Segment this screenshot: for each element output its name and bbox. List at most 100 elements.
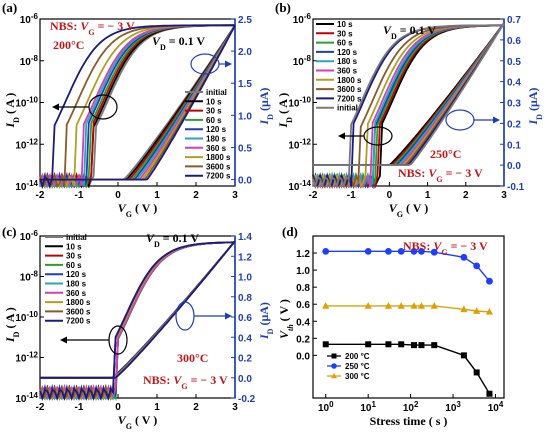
y-tick-label: 1.2 xyxy=(296,249,310,260)
series-lin-7200s xyxy=(40,24,236,181)
y-axis-label: ID ( A ) xyxy=(276,93,294,129)
left-arrow-head xyxy=(338,132,345,140)
y2-tick-label: 0.6 xyxy=(238,313,252,324)
data-point-300C xyxy=(384,302,393,309)
left-arrow-head xyxy=(52,103,59,111)
x-tick-label: -1 xyxy=(75,190,84,201)
legend-label: 7200 s xyxy=(66,317,91,326)
legend-label: 120 s xyxy=(337,48,358,57)
data-point-300C xyxy=(430,302,438,309)
temperature-label: 250°C xyxy=(430,147,461,161)
data-point-200C xyxy=(410,342,417,349)
legend-label: 120 s xyxy=(66,270,87,279)
y-tick-label: 10-8 xyxy=(20,53,39,68)
panel-label: (d) xyxy=(282,224,298,239)
legend-label: 30 s xyxy=(66,252,82,261)
x-tick-label: 1 xyxy=(154,402,160,413)
y2-axis-label: ID (μA) xyxy=(257,302,275,340)
x-tick-label: 3 xyxy=(232,190,238,201)
y2-tick-label: 1.5 xyxy=(238,79,252,90)
legend-label: 30 s xyxy=(337,29,353,38)
x-tick-label: 0 xyxy=(115,402,121,413)
panel-b: (b) -2 -1 0 1 2 3-0.1 0.0 0.1 0.2 0.3 0.4 0.5 0.6 0.7 V… xyxy=(275,0,544,219)
nbs-annotation: NBS: VG = − 3 V xyxy=(50,19,135,37)
x-tick-label: 0 xyxy=(387,190,393,201)
y2-tick-label: 0.0 xyxy=(238,374,252,385)
legend-label: 250 °C xyxy=(345,362,370,371)
y2-tick-label: 1.0 xyxy=(238,273,252,284)
x-axis-label: VG ( V ) xyxy=(118,413,157,431)
data-point-300C xyxy=(322,302,330,309)
data-point-250C xyxy=(418,247,425,255)
data-point-200C xyxy=(322,341,329,348)
x-tick-label: 1 xyxy=(425,190,431,201)
right-arrow-head xyxy=(493,116,500,124)
legend-label: 7200 s xyxy=(337,94,362,103)
y-axis-label: ID ( A ) xyxy=(3,93,21,129)
data-point-250C xyxy=(397,247,405,255)
legend-label: 200 °C xyxy=(345,352,370,361)
panel-c: (c) -2 -1 0 1 2 3-0.2 0.0 0.2 0.4 0.6 0.8 1.0 1.2 1.4 V… xyxy=(2,224,275,431)
panel-d: (d) 0.0 0.2 0.4 0.6 0.8 1.0 1.2 Stress time ( s … xyxy=(277,224,505,428)
data-point-200C xyxy=(418,342,425,349)
x-tick-label: -2 xyxy=(309,190,318,201)
series-log-initial xyxy=(312,24,504,190)
series-lin-initial xyxy=(313,22,505,166)
x-tick-label: -1 xyxy=(75,402,84,413)
x-tick-label: 0 xyxy=(115,190,121,201)
y-tick-label: 10-10 xyxy=(288,95,311,110)
data-point-300C xyxy=(364,302,372,309)
data-point-200C xyxy=(398,341,405,348)
data-point-300C xyxy=(473,307,481,314)
data-point-250C xyxy=(410,247,418,255)
panel-label: (a) xyxy=(2,0,17,15)
y2-axis-label: ID (μA) xyxy=(257,88,275,126)
y-tick-label: 10-6 xyxy=(293,12,312,27)
legend-marker xyxy=(331,363,337,369)
data-point-250C xyxy=(460,253,468,261)
legend-label: 360 s xyxy=(337,67,358,76)
data-point-250C xyxy=(385,247,392,255)
y2-tick-label: 0.7 xyxy=(507,15,521,26)
y-tick-label: 0.6 xyxy=(296,300,310,311)
legend-label: 1800 s xyxy=(206,153,231,162)
legend-label: 1800 s xyxy=(66,298,91,307)
y2-tick-label: 0.4 xyxy=(238,333,252,344)
y-tick-label: 10-8 xyxy=(293,53,312,68)
legend-label: 120 s xyxy=(206,125,227,134)
panel-label: (c) xyxy=(2,224,16,239)
y2-tick-label: 2.0 xyxy=(238,47,252,58)
drain-voltage-annotation: VD = 0.1 V xyxy=(152,34,205,52)
legend-label: 60 s xyxy=(337,39,353,48)
data-point-300C xyxy=(410,302,418,309)
nbs-annotation: NBS: VG = − 3 V xyxy=(403,239,488,257)
y-tick-label: 10-12 xyxy=(288,137,311,152)
data-point-300C xyxy=(397,302,405,309)
x-tick-label: -2 xyxy=(36,402,45,413)
legend-label: 1800 s xyxy=(337,76,362,85)
series-log-7200s xyxy=(39,241,235,401)
legend-label: 360 s xyxy=(206,144,227,153)
legend-label: 10 s xyxy=(337,20,353,29)
x-tick-label: 2 xyxy=(193,190,199,201)
series-line-1 xyxy=(325,250,491,282)
x-axis-label: VG ( V ) xyxy=(389,201,428,219)
y-tick-label: 1.0 xyxy=(296,266,310,277)
y2-tick-label: 0.1 xyxy=(507,140,521,151)
y-tick-label: 10-14 xyxy=(15,391,38,406)
data-point-200C xyxy=(473,369,480,376)
legend-label: 3600 s xyxy=(206,162,231,171)
data-point-200C xyxy=(460,352,467,359)
y2-tick-label: -0.1 xyxy=(507,182,525,193)
y2-axis-label: ID (μA) xyxy=(526,88,544,126)
panel-label: (b) xyxy=(275,0,291,15)
legend-label: 3600 s xyxy=(66,307,91,316)
y-tick-label: 10-8 xyxy=(20,269,39,284)
x-tick-label: 3 xyxy=(501,190,507,201)
y-tick-label: 10-14 xyxy=(15,179,38,194)
data-point-300C xyxy=(460,305,468,313)
y2-tick-label: 0.8 xyxy=(238,293,252,304)
